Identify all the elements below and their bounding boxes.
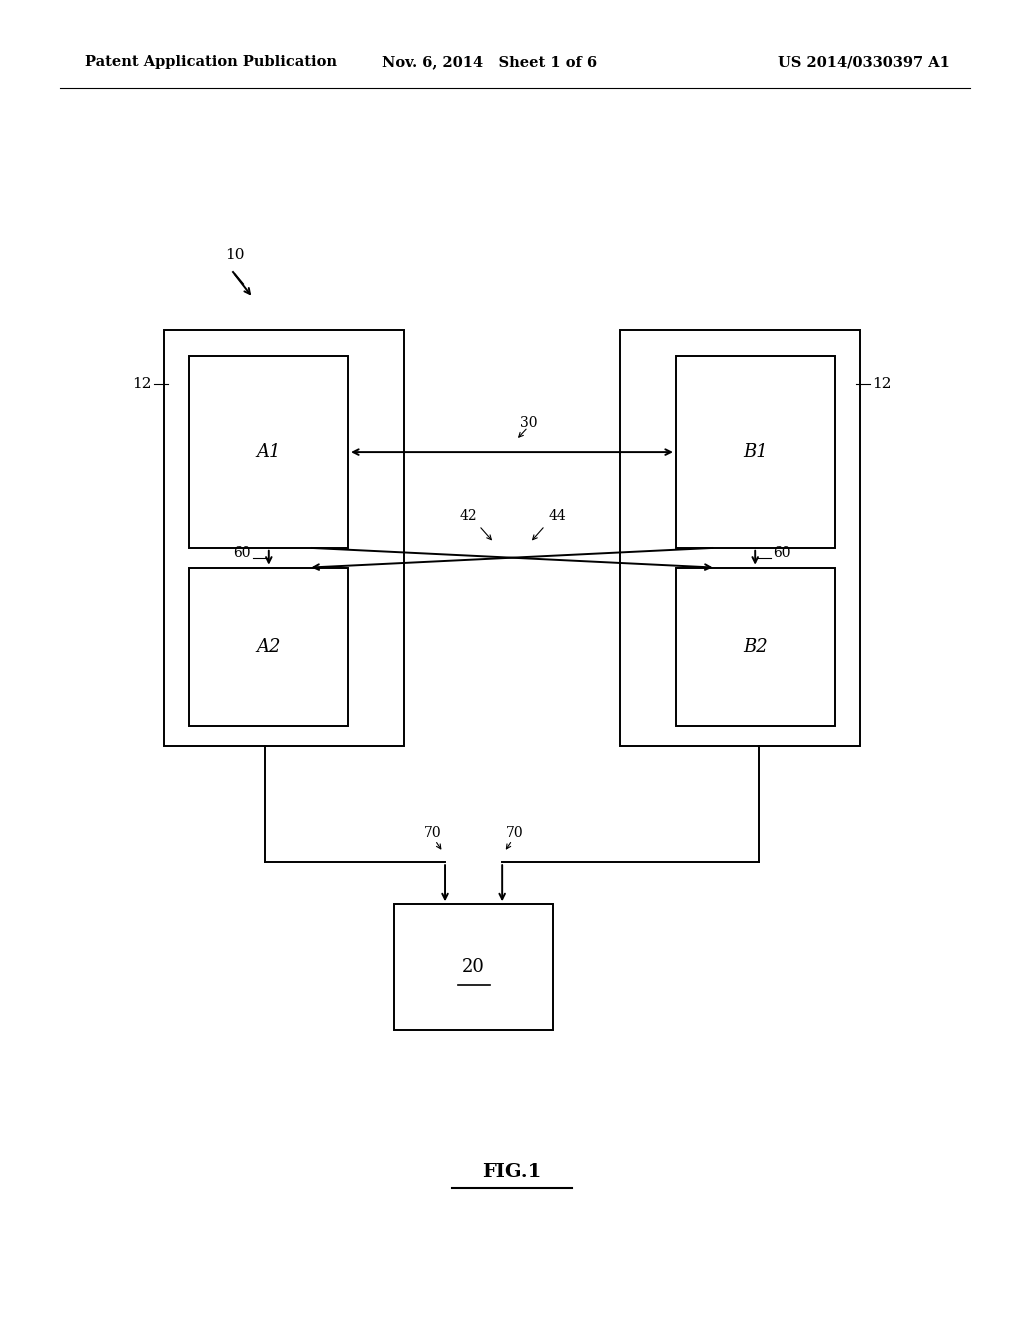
Text: 42: 42 — [460, 508, 477, 523]
Bar — [620, 330, 860, 746]
Bar — [676, 356, 835, 548]
Bar — [189, 568, 348, 726]
Text: 12: 12 — [132, 378, 152, 391]
Text: A2: A2 — [257, 638, 281, 656]
Text: 20: 20 — [462, 958, 485, 975]
Bar — [164, 330, 404, 746]
Text: B2: B2 — [742, 638, 768, 656]
Text: Nov. 6, 2014   Sheet 1 of 6: Nov. 6, 2014 Sheet 1 of 6 — [382, 55, 598, 69]
Text: US 2014/0330397 A1: US 2014/0330397 A1 — [778, 55, 950, 69]
Bar — [189, 356, 348, 548]
Text: 12: 12 — [872, 378, 892, 391]
Bar — [676, 568, 835, 726]
Bar — [394, 904, 553, 1030]
Text: Patent Application Publication: Patent Application Publication — [85, 55, 337, 69]
Text: 10: 10 — [225, 248, 245, 261]
Text: B1: B1 — [742, 444, 768, 461]
Text: A1: A1 — [257, 444, 281, 461]
Text: 44: 44 — [549, 508, 566, 523]
Text: 70: 70 — [423, 826, 441, 841]
Text: FIG.1: FIG.1 — [482, 1163, 542, 1181]
Text: 60: 60 — [233, 545, 251, 560]
Text: 70: 70 — [506, 826, 524, 841]
Text: 60: 60 — [773, 545, 791, 560]
Text: 30: 30 — [520, 416, 538, 430]
